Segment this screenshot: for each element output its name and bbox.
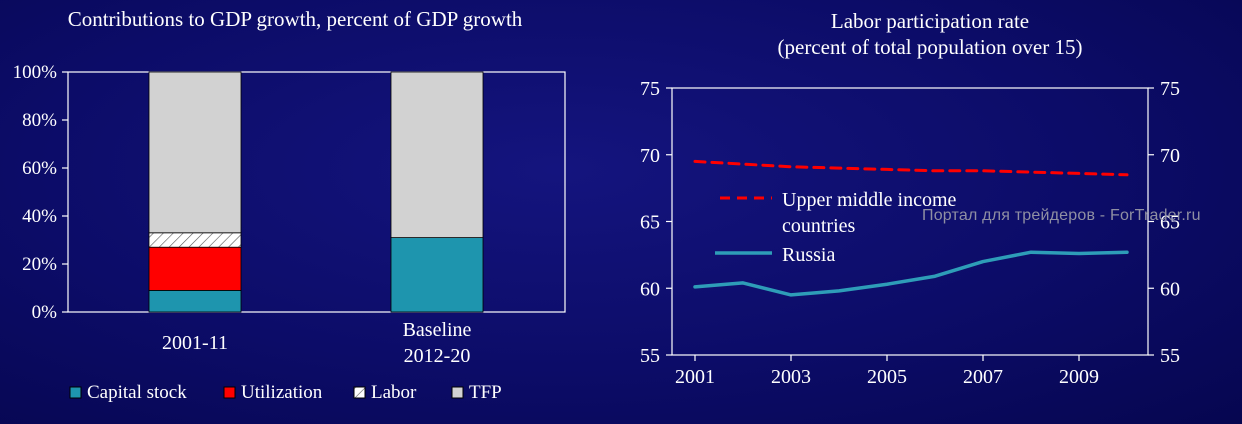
svg-text:Capital stock: Capital stock xyxy=(87,382,187,403)
y-axis: 0% 20% 40% 60% 80% 100% xyxy=(13,62,68,323)
svg-text:2003: 2003 xyxy=(771,366,811,388)
svg-text:65: 65 xyxy=(1160,212,1180,234)
svg-text:20%: 20% xyxy=(22,254,57,275)
series-labels: Upper middle income countries Russia xyxy=(715,189,957,266)
svg-text:80%: 80% xyxy=(22,110,57,131)
plot-border xyxy=(671,87,1149,356)
watermark-text: Портал для трейдеров - ForTrader.ru xyxy=(922,207,1201,224)
svg-text:60: 60 xyxy=(1160,278,1180,300)
legend: Capital stock Utilization Labor TFP xyxy=(69,382,502,403)
svg-text:2007: 2007 xyxy=(963,366,1003,388)
category-label: Baseline 2012-20 xyxy=(403,319,472,367)
svg-text:70: 70 xyxy=(640,145,660,167)
svg-text:100%: 100% xyxy=(13,62,58,83)
svg-text:75: 75 xyxy=(640,78,660,100)
svg-text:Upper middle income: Upper middle income xyxy=(782,189,957,211)
svg-text:2005: 2005 xyxy=(867,366,907,388)
labor-chart-subtitle: (percent of total population over 15) xyxy=(777,35,1083,59)
svg-text:40%: 40% xyxy=(22,206,57,227)
labor-chart-title: Labor participation rate xyxy=(830,9,1030,33)
svg-text:2001-11: 2001-11 xyxy=(162,332,228,354)
svg-text:55: 55 xyxy=(640,345,660,367)
svg-text:2012-20: 2012-20 xyxy=(404,345,471,367)
svg-text:2009: 2009 xyxy=(1059,366,1099,388)
russia-line xyxy=(693,250,1129,297)
svg-text:60%: 60% xyxy=(22,158,57,179)
svg-text:countries: countries xyxy=(782,215,856,237)
gdp-chart-plot: 0% 20% 40% 60% 80% 100% 2001-11 Baseline 2012-20… xyxy=(13,62,566,403)
svg-text:60: 60 xyxy=(640,278,660,300)
svg-text:65: 65 xyxy=(640,212,660,234)
svg-text:Labor: Labor xyxy=(371,382,417,403)
axes: 55 55 60 60 65 65 70 70 75 75 2001 2003 2005 2007 2009 xyxy=(640,78,1180,388)
svg-text:2001: 2001 xyxy=(675,366,715,388)
labor-participation-chart: Labor participation rate (percent of tot… xyxy=(580,0,1242,424)
svg-text:70: 70 xyxy=(1160,145,1180,167)
stacked-bars xyxy=(148,71,484,313)
gdp-contributions-chart: Contributions to GDP growth, percent of … xyxy=(0,0,580,424)
svg-text:75: 75 xyxy=(1160,78,1180,100)
plot-border xyxy=(67,71,566,313)
labor-chart-plot: 55 55 60 60 65 65 70 70 75 75 2001 2003 2005 2007 2009… xyxy=(640,78,1180,388)
umic-line xyxy=(693,159,1129,177)
svg-text:55: 55 xyxy=(1160,345,1180,367)
gdp-chart-title: Contributions to GDP growth, percent of … xyxy=(67,7,523,31)
svg-text:TFP: TFP xyxy=(469,382,502,403)
svg-text:Utilization: Utilization xyxy=(241,382,323,403)
svg-text:Russia: Russia xyxy=(782,244,835,266)
category-label: 2001-11 xyxy=(162,332,228,354)
svg-text:Baseline: Baseline xyxy=(403,319,472,341)
svg-text:0%: 0% xyxy=(32,302,58,323)
